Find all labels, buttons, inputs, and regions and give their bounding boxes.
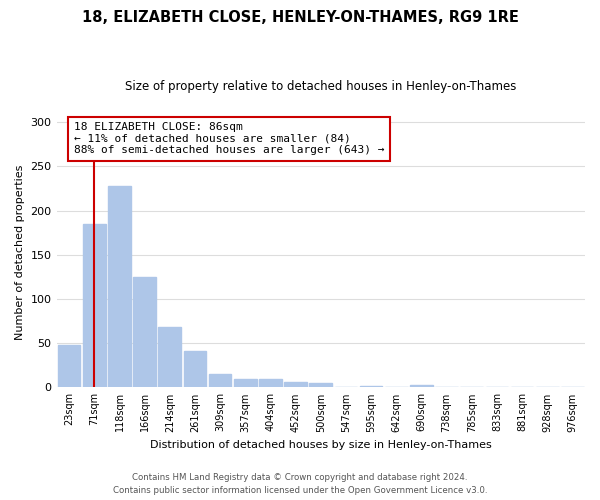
Bar xyxy=(234,378,257,388)
Bar xyxy=(158,328,181,388)
Text: Contains HM Land Registry data © Crown copyright and database right 2024.
Contai: Contains HM Land Registry data © Crown c… xyxy=(113,474,487,495)
Bar xyxy=(259,380,282,388)
Title: Size of property relative to detached houses in Henley-on-Thames: Size of property relative to detached ho… xyxy=(125,80,517,93)
X-axis label: Distribution of detached houses by size in Henley-on-Thames: Distribution of detached houses by size … xyxy=(150,440,491,450)
Bar xyxy=(58,345,80,388)
Bar xyxy=(108,186,131,388)
Bar xyxy=(83,224,106,388)
Bar xyxy=(410,385,433,388)
Bar xyxy=(284,382,307,388)
Bar xyxy=(360,386,382,388)
Bar xyxy=(209,374,232,388)
Bar xyxy=(561,386,584,388)
Y-axis label: Number of detached properties: Number of detached properties xyxy=(15,165,25,340)
Text: 18, ELIZABETH CLOSE, HENLEY-ON-THAMES, RG9 1RE: 18, ELIZABETH CLOSE, HENLEY-ON-THAMES, R… xyxy=(82,10,518,25)
Bar xyxy=(184,351,206,388)
Text: 18 ELIZABETH CLOSE: 86sqm
← 11% of detached houses are smaller (84)
88% of semi-: 18 ELIZABETH CLOSE: 86sqm ← 11% of detac… xyxy=(74,122,384,156)
Bar xyxy=(133,277,156,388)
Bar xyxy=(310,383,332,388)
